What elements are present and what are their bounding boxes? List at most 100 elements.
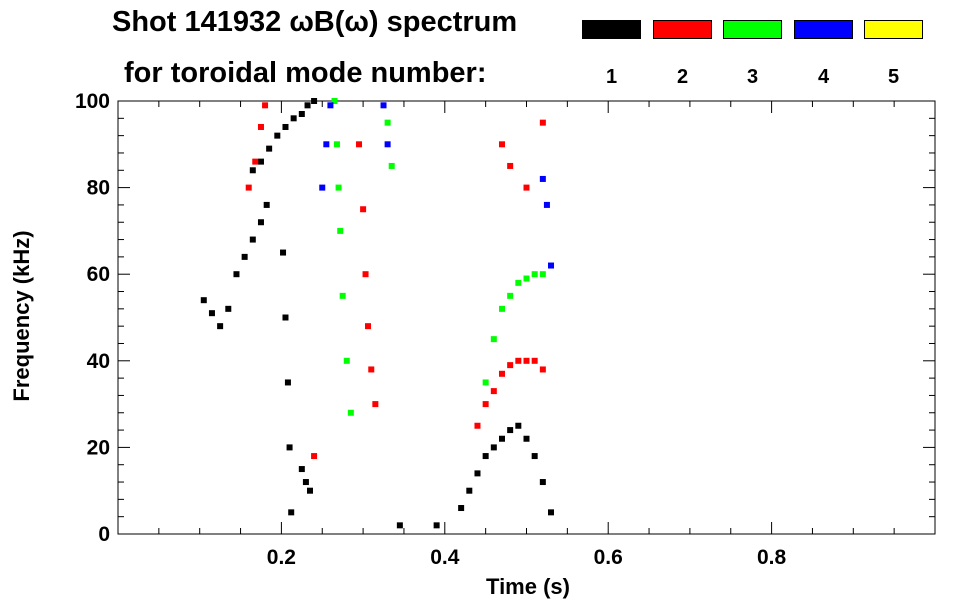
spectrum-point-mode-1 xyxy=(548,509,555,516)
legend-label-mode-3: 3 xyxy=(746,66,759,88)
x-tick-label: 0.2 xyxy=(267,546,296,569)
legend-label-mode-4: 4 xyxy=(817,66,830,88)
spectrum-point-mode-1 xyxy=(249,236,256,243)
spectrum-point-mode-2 xyxy=(372,401,379,408)
spectrum-point-mode-1 xyxy=(458,505,465,512)
spectrum-point-mode-3 xyxy=(539,271,546,278)
spectrum-point-mode-3 xyxy=(335,184,342,191)
legend-label-mode-5: 5 xyxy=(887,66,900,88)
spectrum-point-mode-1 xyxy=(466,487,473,494)
spectrum-point-mode-1 xyxy=(266,145,273,152)
plot-frame xyxy=(117,100,936,535)
spectrum-point-mode-2 xyxy=(362,271,369,278)
spectrum-point-mode-3 xyxy=(388,162,395,169)
spectrum-point-mode-1 xyxy=(298,110,305,117)
spectrum-point-mode-3 xyxy=(523,275,530,282)
spectrum-point-mode-4 xyxy=(539,175,546,182)
spectrum-point-mode-2 xyxy=(507,362,514,369)
spectrum-point-mode-1 xyxy=(515,422,522,429)
spectrum-point-mode-2 xyxy=(539,119,546,126)
chart-title-line2: for toroidal mode number: xyxy=(124,57,487,89)
spectrum-point-mode-1 xyxy=(396,522,403,529)
spectrum-marks xyxy=(200,98,555,529)
spectrum-point-mode-2 xyxy=(245,184,252,191)
spectrum-point-mode-2 xyxy=(498,370,505,377)
spectrum-point-mode-1 xyxy=(208,310,215,317)
spectrum-point-mode-1 xyxy=(304,102,311,109)
spectrum-point-mode-2 xyxy=(368,366,375,373)
y-axis-label: Frequency (kHz) xyxy=(9,230,34,402)
x-axis-label: Time (s) xyxy=(486,574,570,599)
spectrum-point-mode-3 xyxy=(482,379,489,386)
spectrum-point-mode-1 xyxy=(225,305,232,312)
spectrum-point-mode-1 xyxy=(280,249,287,256)
spectrum-point-mode-1 xyxy=(257,158,264,165)
spectrum-point-mode-1 xyxy=(474,470,481,477)
spectrum-point-mode-1 xyxy=(263,201,270,208)
spectrum-point-mode-2 xyxy=(490,388,497,395)
spectrum-point-mode-1 xyxy=(241,253,248,260)
spectrum-point-mode-3 xyxy=(337,227,344,234)
spectrum-point-mode-2 xyxy=(523,357,530,364)
spectrum-point-mode-4 xyxy=(319,184,326,191)
x-tick-label: 0.8 xyxy=(757,546,787,569)
spectrum-point-mode-3 xyxy=(343,357,350,364)
legend-label-mode-2: 2 xyxy=(676,66,689,88)
spectrum-point-mode-2 xyxy=(262,102,269,109)
spectrum-point-mode-1 xyxy=(311,98,318,104)
legend-swatch-mode-3 xyxy=(723,20,782,39)
spectrum-point-mode-1 xyxy=(523,435,530,442)
spectrum-point-mode-2 xyxy=(257,123,264,130)
spectrum-point-mode-3 xyxy=(498,305,505,312)
spectrum-point-mode-3 xyxy=(531,271,538,278)
legend-label-mode-1: 1 xyxy=(605,66,618,88)
spectrum-point-mode-4 xyxy=(548,262,555,269)
spectrum-point-mode-1 xyxy=(284,379,291,386)
spectrum-point-mode-2 xyxy=(252,158,259,165)
spectrum-point-mode-3 xyxy=(331,98,338,104)
spectrum-point-mode-2 xyxy=(515,357,522,364)
spectrum-point-mode-3 xyxy=(490,336,497,343)
spectrum-point-mode-1 xyxy=(298,466,305,473)
spectrum-point-mode-1 xyxy=(288,509,295,516)
y-tick-label: 100 xyxy=(75,90,110,113)
spectrum-point-mode-2 xyxy=(523,184,530,191)
spectrum-point-mode-4 xyxy=(384,141,391,148)
spectrum-point-mode-1 xyxy=(286,444,293,451)
spectrum-point-mode-2 xyxy=(356,141,363,148)
spectrum-point-mode-2 xyxy=(482,401,489,408)
y-tick-label: 20 xyxy=(87,436,110,459)
spectrum-point-mode-1 xyxy=(282,314,289,321)
spectrum-point-mode-1 xyxy=(539,479,546,486)
spectrum-point-mode-1 xyxy=(257,219,264,226)
spectrum-point-mode-1 xyxy=(482,453,489,460)
legend-swatch-mode-2 xyxy=(653,20,712,39)
spectrum-point-mode-3 xyxy=(507,292,514,299)
spectrum-point-mode-1 xyxy=(302,479,309,486)
y-tick-label: 0 xyxy=(98,523,110,546)
x-tick-label: 0.4 xyxy=(430,546,460,569)
spectrum-point-mode-2 xyxy=(531,357,538,364)
spectrum-point-mode-2 xyxy=(474,422,481,429)
spectrum-point-mode-4 xyxy=(323,141,330,148)
spectrum-point-mode-2 xyxy=(507,162,514,169)
legend-swatch-mode-4 xyxy=(794,20,853,39)
spectrum-point-mode-3 xyxy=(347,409,354,416)
y-tick-label: 60 xyxy=(87,263,110,286)
legend-swatch-mode-1 xyxy=(582,20,641,39)
y-tick-label: 80 xyxy=(87,177,110,200)
legend-swatch-mode-5 xyxy=(864,20,923,39)
spectrum-point-mode-4 xyxy=(327,102,334,109)
spectrum-point-mode-1 xyxy=(433,522,440,529)
spectrum-point-mode-1 xyxy=(490,444,497,451)
x-tick-label: 0.6 xyxy=(594,546,623,569)
spectrum-point-mode-4 xyxy=(543,201,550,208)
spectrum-point-mode-2 xyxy=(539,366,546,373)
spectrum-point-mode-2 xyxy=(498,141,505,148)
spectrum-point-mode-3 xyxy=(333,141,340,148)
spectrum-point-mode-1 xyxy=(249,167,256,174)
spectrum-point-mode-1 xyxy=(498,435,505,442)
spectrum-point-mode-1 xyxy=(233,271,240,278)
spectrum-point-mode-2 xyxy=(365,323,372,330)
